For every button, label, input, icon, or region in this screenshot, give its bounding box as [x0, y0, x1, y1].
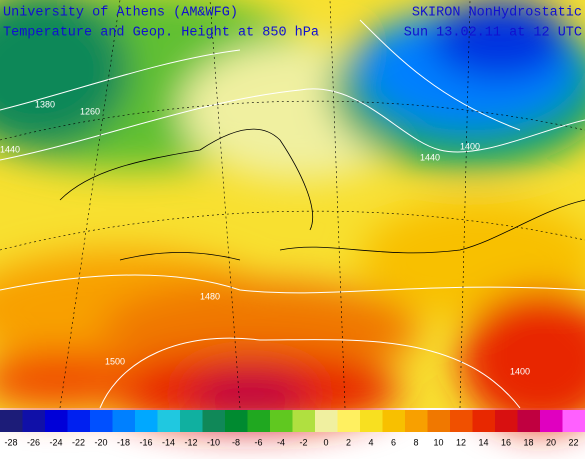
colorbar-swatch	[135, 410, 158, 432]
colorbar-label: -28	[4, 437, 17, 447]
colorbar-label: -8	[232, 437, 240, 447]
colorbar-swatch	[360, 410, 383, 432]
colorbar-label: -6	[254, 437, 262, 447]
colorbar-label: 4	[368, 437, 373, 447]
colorbar-label: 8	[413, 437, 418, 447]
colorbar-swatch	[315, 410, 338, 432]
colorbar-swatch	[180, 410, 203, 432]
map-field	[0, 0, 585, 430]
colorbar-swatch	[293, 410, 316, 432]
contour-label: 1500	[105, 356, 125, 366]
colorbar-label: -26	[27, 437, 40, 447]
colorbar-swatch	[203, 410, 226, 432]
colorbar-label: -22	[72, 437, 85, 447]
colorbar-label: -16	[139, 437, 152, 447]
colorbar-label: 22	[568, 437, 578, 447]
colorbar-swatch	[495, 410, 518, 432]
colorbar-swatch	[563, 410, 585, 432]
colorbar-swatch	[45, 410, 68, 432]
right-title: SKIRON NonHydrostatic	[412, 6, 582, 21]
colorbar-swatch	[0, 410, 23, 432]
contour-label: 1400	[510, 366, 530, 376]
colorbar-label: -14	[162, 437, 175, 447]
contour-label: 1400	[460, 141, 480, 151]
contour-label: 1440	[0, 144, 20, 154]
colorbar-swatch	[383, 410, 406, 432]
colorbar-swatch	[428, 410, 451, 432]
colorbar-label: -12	[184, 437, 197, 447]
colorbar-label: 0	[323, 437, 328, 447]
left-title: University of Athens (AM&WFG)	[3, 6, 238, 21]
colorbar-swatch	[225, 410, 248, 432]
colorbar-label: 16	[501, 437, 511, 447]
colorbar-swatch	[450, 410, 473, 432]
right-subtitle: Sun 13.02.11 at 12 UTC	[404, 26, 582, 41]
contour-label: 1440	[420, 152, 440, 162]
contour-label: 1260	[80, 106, 100, 116]
colorbar-label: 18	[523, 437, 533, 447]
colorbar-label: 14	[478, 437, 488, 447]
colorbar-label: 6	[391, 437, 396, 447]
colorbar-swatch	[518, 410, 541, 432]
colorbar-swatch	[68, 410, 91, 432]
colorbar-label: -10	[207, 437, 220, 447]
colorbar-swatch	[23, 410, 46, 432]
colorbar-swatch	[270, 410, 293, 432]
colorbar-swatch	[248, 410, 271, 432]
colorbar-label: -2	[299, 437, 307, 447]
contour-label: 1380	[35, 99, 55, 109]
colorbar-swatch	[158, 410, 181, 432]
colorbar-swatch	[473, 410, 496, 432]
contour-label: 1480	[200, 291, 220, 301]
colorbar-label: -20	[94, 437, 107, 447]
colorbar-swatch	[405, 410, 428, 432]
colorbar-label: 20	[546, 437, 556, 447]
colorbar-label: 10	[433, 437, 443, 447]
colorbar-label: -18	[117, 437, 130, 447]
left-subtitle: Temperature and Geop. Height at 850 hPa	[3, 26, 319, 41]
colorbar-label: 2	[346, 437, 351, 447]
colorbar-label: -24	[49, 437, 62, 447]
colorbar-swatch	[113, 410, 136, 432]
colorbar-swatch	[338, 410, 361, 432]
colorbar-swatch	[540, 410, 563, 432]
colorbar-swatch	[90, 410, 113, 432]
colorbar-label: 12	[456, 437, 466, 447]
colorbar-label: -4	[277, 437, 285, 447]
